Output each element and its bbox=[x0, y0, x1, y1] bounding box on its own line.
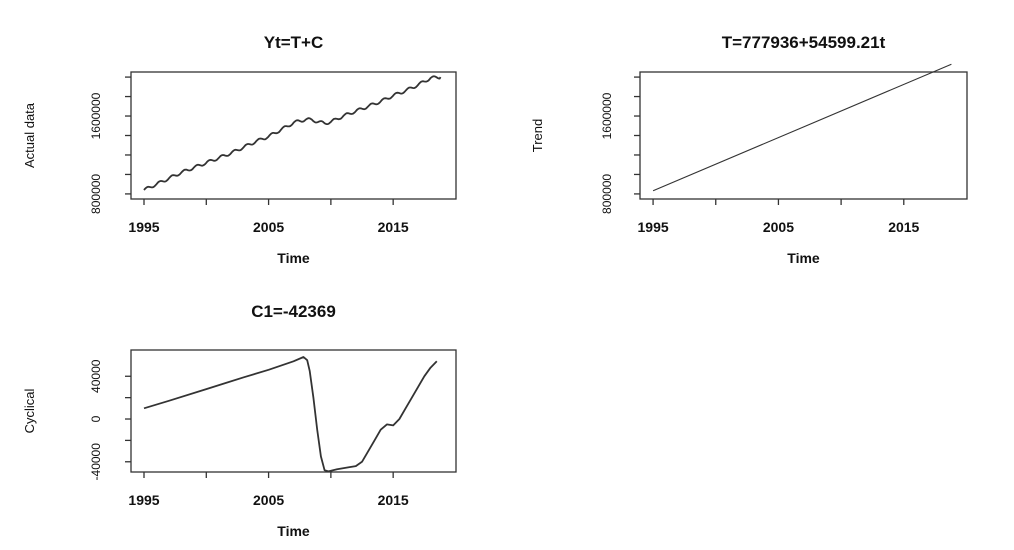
series-line bbox=[652, 63, 952, 192]
series-line bbox=[143, 356, 438, 473]
plot-frame bbox=[130, 71, 457, 200]
x-tick-label: 1995 bbox=[638, 219, 669, 235]
y-tick-label: 40000 bbox=[89, 359, 103, 393]
x-axis-label: Time bbox=[277, 250, 310, 266]
x-tick-label: 2005 bbox=[253, 219, 284, 235]
y-tick-label: 800000 bbox=[89, 174, 103, 214]
y-axis-label: Actual data bbox=[22, 102, 37, 168]
chart-title: C1=-42369 bbox=[251, 302, 336, 321]
x-axis-label: Time bbox=[277, 523, 310, 539]
x-axis-label: Time bbox=[787, 250, 820, 266]
chart-panel-cyclical: C1=-42369 Time Cyclical 1995 2005 2015 -40000 0… bbox=[22, 302, 457, 539]
x-tick-label: 2015 bbox=[378, 219, 409, 235]
y-axis-label: Trend bbox=[530, 119, 545, 152]
x-tick-label: 2015 bbox=[888, 219, 919, 235]
x-tick-label: 1995 bbox=[128, 219, 159, 235]
chart-title: Yt=T+C bbox=[264, 33, 324, 52]
x-tick-label: 2005 bbox=[763, 219, 794, 235]
x-tick-label: 2015 bbox=[378, 492, 409, 508]
y-tick-label: 1600000 bbox=[600, 92, 614, 139]
y-tick-label: -40000 bbox=[89, 443, 103, 481]
chart-panel-actual: Yt=T+C Time Actual data 1995 2005 2015 800000 1… bbox=[22, 33, 457, 266]
series-line bbox=[143, 75, 442, 191]
chart-title: T=777936+54599.21t bbox=[722, 33, 886, 52]
y-tick-label: 800000 bbox=[600, 174, 614, 214]
y-axis-label: Cyclical bbox=[22, 389, 37, 434]
x-tick-label: 2005 bbox=[253, 492, 284, 508]
plot-frame bbox=[130, 349, 457, 473]
y-tick-label: 0 bbox=[89, 415, 103, 422]
x-tick-label: 1995 bbox=[128, 492, 159, 508]
chart-panel-trend: T=777936+54599.21t Time Trend 1995 2005 2015 8… bbox=[530, 33, 968, 266]
y-tick-label: 1600000 bbox=[89, 92, 103, 139]
plot-frame bbox=[639, 71, 968, 200]
